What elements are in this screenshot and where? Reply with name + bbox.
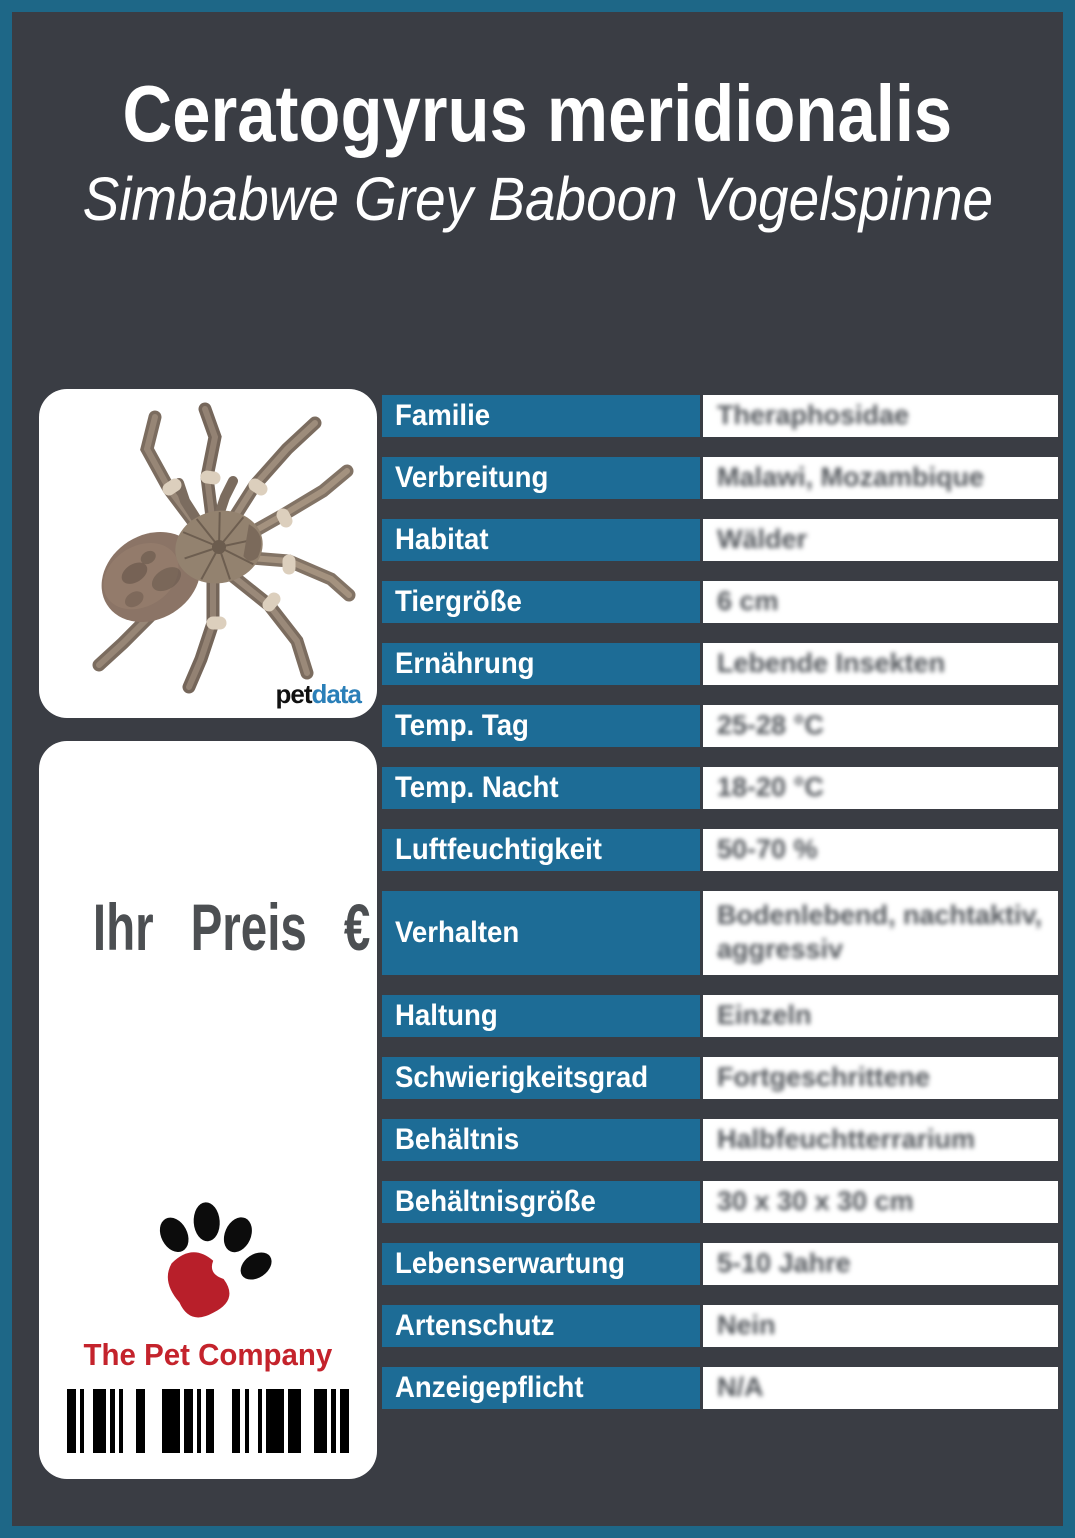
row-label: Lebenserwartung xyxy=(382,1243,700,1285)
row-label: Haltung xyxy=(382,995,700,1037)
row-value: Halbfeuchtterrarium xyxy=(703,1119,1058,1161)
price-card: Ihr Preis € The Pet Company xyxy=(39,741,377,1479)
table-row: Habitat Wälder xyxy=(382,519,1058,561)
petdata-logo: petdata xyxy=(275,679,362,710)
row-label: Verbreitung xyxy=(382,457,700,499)
page-title: Ceratogyrus meridionalis xyxy=(122,69,953,158)
row-value: Lebende Insekten xyxy=(703,643,1058,685)
table-row: Behältnisgröße 30 x 30 x 30 cm xyxy=(382,1181,1058,1223)
row-value: Bodenlebend, nachtaktiv, aggressiv xyxy=(703,891,1058,975)
barcode xyxy=(67,1389,349,1453)
table-row: Temp. Tag 25-28 °C xyxy=(382,705,1058,747)
row-label: Temp. Nacht xyxy=(382,767,700,809)
header: Ceratogyrus meridionalis Simbabwe Grey B… xyxy=(12,70,1063,233)
table-row: Haltung Einzeln xyxy=(382,995,1058,1037)
row-label: Ernährung xyxy=(382,643,700,685)
row-value: 50-70 % xyxy=(703,829,1058,871)
row-value: Einzeln xyxy=(703,995,1058,1037)
table-row: Behältnis Halbfeuchtterrarium xyxy=(382,1119,1058,1161)
row-label: Schwierigkeitsgrad xyxy=(382,1057,700,1099)
table-row: Tiergröße 6 cm xyxy=(382,581,1058,623)
row-label: Artenschutz xyxy=(382,1305,700,1347)
row-label: Familie xyxy=(382,395,700,437)
info-table: Familie Theraphosidae Verbreitung Malawi, M… xyxy=(382,395,1058,1409)
table-row: Temp. Nacht 18-20 °C xyxy=(382,767,1058,809)
row-value: N/A xyxy=(703,1367,1058,1409)
row-label: Temp. Tag xyxy=(382,705,700,747)
petdata-logo-data: data xyxy=(311,679,362,709)
table-row: Schwierigkeitsgrad Fortgeschrittene xyxy=(382,1057,1058,1099)
row-value: 5-10 Jahre xyxy=(703,1243,1058,1285)
table-row: Artenschutz Nein xyxy=(382,1305,1058,1347)
row-label: Luftfeuchtigkeit xyxy=(382,829,700,871)
row-value: 25-28 °C xyxy=(703,705,1058,747)
row-value: Nein xyxy=(703,1305,1058,1347)
price-label: Ihr Preis € xyxy=(92,890,371,964)
row-value: Malawi, Mozambique xyxy=(703,457,1058,499)
table-row: Lebenserwartung 5-10 Jahre xyxy=(382,1243,1058,1285)
table-row: Familie Theraphosidae xyxy=(382,395,1058,437)
table-row: Verhalten Bodenlebend, nachtaktiv, aggres… xyxy=(382,891,1058,975)
row-value: Fortgeschrittene xyxy=(703,1057,1058,1099)
petdata-logo-pet: pet xyxy=(275,679,313,709)
page-subtitle: Simbabwe Grey Baboon Vogelspinne xyxy=(82,165,993,233)
row-label: Habitat xyxy=(382,519,700,561)
table-row: Ernährung Lebende Insekten xyxy=(382,643,1058,685)
row-value: 18-20 °C xyxy=(703,767,1058,809)
row-value: 6 cm xyxy=(703,581,1058,623)
row-label: Tiergröße xyxy=(382,581,700,623)
row-label: Anzeigepflicht xyxy=(382,1367,700,1409)
row-value: Wälder xyxy=(703,519,1058,561)
table-row: Anzeigepflicht N/A xyxy=(382,1367,1058,1409)
photo-card: petdata xyxy=(39,389,377,718)
table-row: Luftfeuchtigkeit 50-70 % xyxy=(382,829,1058,871)
row-label: Verhalten xyxy=(382,891,700,975)
company-name: The Pet Company xyxy=(83,1337,333,1372)
row-label: Behältnisgröße xyxy=(382,1181,700,1223)
row-value: 30 x 30 x 30 cm xyxy=(703,1181,1058,1223)
table-row: Verbreitung Malawi, Mozambique xyxy=(382,457,1058,499)
row-value: Theraphosidae xyxy=(703,395,1058,437)
paw-logo xyxy=(39,1201,377,1336)
row-label: Behältnis xyxy=(382,1119,700,1161)
spider-photo xyxy=(92,402,356,694)
